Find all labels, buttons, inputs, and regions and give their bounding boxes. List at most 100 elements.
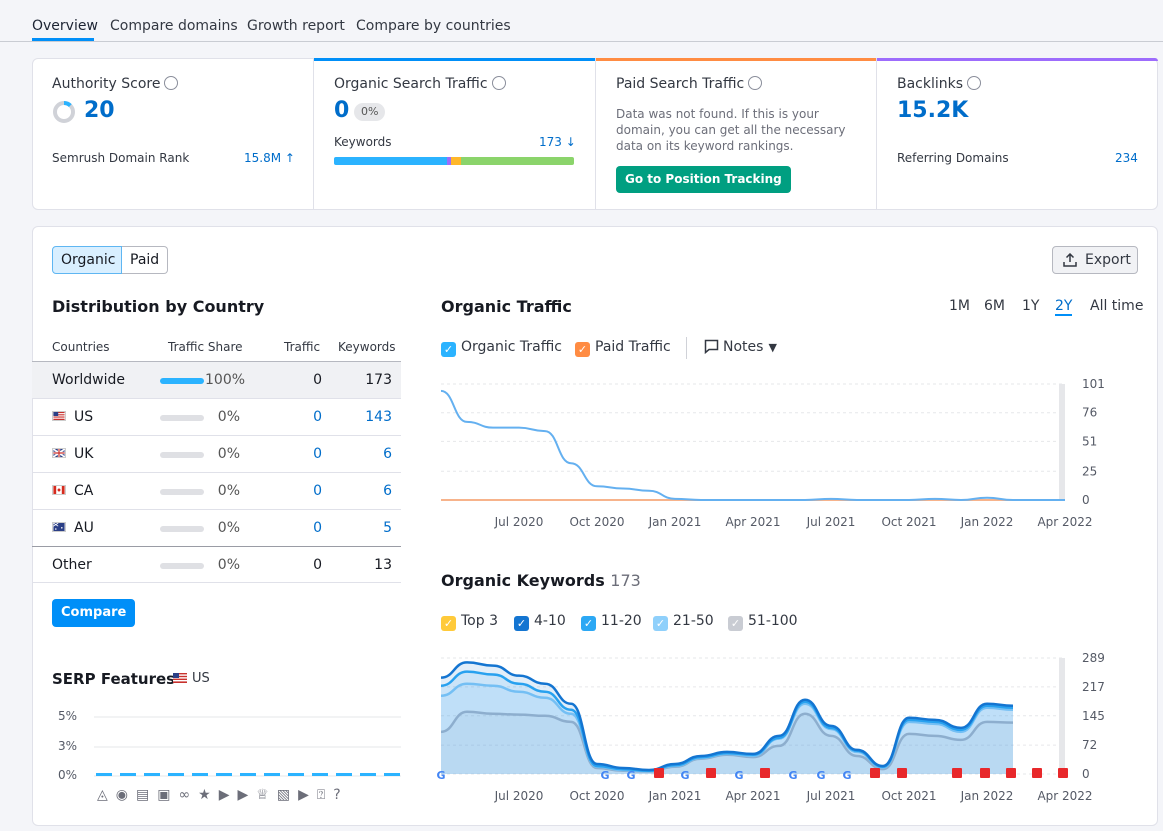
- organic-keywords-chart: 289 217 145 72 0 Jul 2020 Oct 2020 Jan 2021 Apr …: [436, 651, 1105, 803]
- table-row-worldwide[interactable]: Worldwide 100% 0 173: [32, 361, 401, 398]
- period-2y[interactable]: 2Y: [1055, 298, 1073, 316]
- traffic-share-value: 0%: [217, 409, 240, 425]
- keywords-value[interactable]: 6: [383, 446, 392, 462]
- featured-video-icon[interactable]: ▶: [298, 787, 317, 803]
- faq-icon[interactable]: ⍰: [316, 787, 334, 803]
- referring-domains-value[interactable]: 234: [1115, 151, 1138, 165]
- x-tick-label: Oct 2020: [569, 515, 624, 529]
- keywords-value[interactable]: 6: [383, 483, 392, 499]
- table-row-au[interactable]: AU 0% 0 5: [32, 509, 401, 546]
- legend-21-50[interactable]: ✓ 21-50: [653, 613, 714, 631]
- col-traffic[interactable]: Traffic: [284, 340, 321, 354]
- serp-ytick: 0%: [58, 768, 78, 782]
- x-tick-label: Apr 2022: [1037, 515, 1092, 529]
- legend-51-100[interactable]: ✓ 51-100: [728, 613, 798, 631]
- x-tick-label: Jul 2020: [494, 515, 544, 529]
- legend-top-3[interactable]: ✓ Top 3: [441, 613, 498, 631]
- traffic-value[interactable]: 0: [313, 520, 322, 536]
- period-1y[interactable]: 1Y: [1022, 298, 1040, 314]
- traffic-share-value: 0%: [217, 557, 240, 573]
- info-icon[interactable]: [491, 76, 506, 90]
- compare-button[interactable]: Compare: [52, 599, 136, 627]
- reviews-icon[interactable]: ▤: [136, 787, 158, 803]
- traffic-share-value: 0%: [217, 446, 240, 462]
- paid-traffic-title: Paid Search Traffic: [616, 76, 763, 92]
- sitelinks-icon[interactable]: ∞: [178, 787, 199, 803]
- note-flag-icon: [1032, 768, 1042, 778]
- paid-no-data-message: Data was not found. If this is your doma…: [616, 107, 846, 153]
- traffic-value[interactable]: 0: [313, 409, 322, 425]
- legend-11-20[interactable]: ✓ 11-20: [581, 613, 642, 631]
- top-tabs: Overview Compare domains Growth report C…: [0, 0, 1163, 42]
- backlinks-value[interactable]: 15.2K: [897, 98, 969, 123]
- video-icon[interactable]: ▶: [218, 787, 238, 803]
- x-tick-label: Apr 2021: [725, 789, 780, 803]
- google-update-icon: G: [788, 769, 797, 782]
- col-keywords[interactable]: Keywords: [338, 340, 396, 354]
- notes-dropdown[interactable]: Notes ▼: [704, 339, 777, 355]
- google-update-icon: G: [600, 769, 609, 782]
- distribution-title: Distribution by Country: [52, 297, 265, 316]
- featured-snippet-icon[interactable]: ★: [198, 787, 219, 803]
- export-button[interactable]: Export: [1052, 246, 1138, 274]
- period-6m[interactable]: 6M: [984, 298, 1005, 314]
- series-area-51-100: [441, 711, 1013, 774]
- x-tick-label: Oct 2020: [569, 789, 624, 803]
- go-to-position-tracking-button[interactable]: Go to Position Tracking: [616, 166, 791, 193]
- tab-active-underline: [32, 38, 94, 41]
- keywords-value[interactable]: 143: [365, 409, 392, 425]
- knowledge-panel-icon[interactable]: ◬: [97, 787, 116, 803]
- tab-compare-domains[interactable]: Compare domains: [110, 18, 238, 34]
- traffic-value: 0: [313, 557, 322, 573]
- info-icon[interactable]: [748, 76, 763, 90]
- chart-edge: [1059, 658, 1065, 774]
- tab-compare-by-countries[interactable]: Compare by countries: [356, 18, 511, 34]
- keywords-value[interactable]: 5: [383, 520, 392, 536]
- info-icon[interactable]: [967, 76, 982, 90]
- google-update-icon: G: [436, 769, 445, 782]
- y-tick-label: 217: [1082, 680, 1105, 694]
- organic-traffic-value[interactable]: 0: [334, 98, 350, 123]
- local-pack-icon[interactable]: ◉: [115, 787, 136, 803]
- legend-paid-traffic[interactable]: ✓ Paid Traffic: [575, 339, 671, 357]
- traffic-share-bar: [160, 526, 204, 532]
- chart-edge: [1059, 384, 1065, 500]
- period-1m[interactable]: 1M: [949, 298, 970, 314]
- series-line-4-10: [440, 661, 1014, 772]
- organic-traffic-chart-title: Organic Traffic: [441, 297, 572, 316]
- country-name: CA: [74, 483, 94, 499]
- export-icon: [1063, 253, 1077, 267]
- legend-4-10[interactable]: ✓ 4-10: [514, 613, 566, 631]
- domain-rank-value[interactable]: 15.8M ↑: [244, 151, 295, 165]
- period-all-time[interactable]: All time: [1090, 298, 1144, 314]
- y-tick-label: 0: [1082, 767, 1090, 781]
- top-stories-icon[interactable]: ♕: [256, 787, 277, 803]
- traffic-value[interactable]: 0: [313, 446, 322, 462]
- traffic-value[interactable]: 0: [313, 483, 322, 499]
- tab-growth-report[interactable]: Growth report: [247, 18, 345, 34]
- video-carousel-icon[interactable]: ▶: [237, 787, 257, 803]
- table-row-ca[interactable]: CA 0% 0 6: [32, 472, 401, 509]
- image-pack-icon[interactable]: ▣: [157, 787, 179, 803]
- people-also-ask-icon[interactable]: ?: [333, 787, 349, 803]
- table-row-other: Other 0% 0 13: [32, 546, 401, 583]
- image-icon[interactable]: ▧: [276, 787, 299, 803]
- us-flag-icon: [52, 411, 66, 421]
- organic-toggle[interactable]: Organic: [52, 246, 122, 274]
- paid-toggle[interactable]: Paid: [122, 246, 168, 274]
- serp-features-chart: [94, 716, 401, 777]
- google-update-icon: G: [816, 769, 825, 782]
- y-tick-label: 25: [1082, 464, 1097, 478]
- x-tick-label: Jan 2022: [960, 789, 1014, 803]
- x-tick-label: Apr 2022: [1037, 789, 1092, 803]
- table-row-uk[interactable]: UK 0% 0 6: [32, 435, 401, 472]
- domain-rank-label: Semrush Domain Rank: [52, 151, 190, 165]
- paid-card-accent: [596, 58, 876, 61]
- note-flag-icon: [897, 768, 907, 778]
- col-traffic-share[interactable]: Traffic Share: [168, 340, 243, 354]
- info-icon[interactable]: [164, 76, 179, 90]
- keywords-value[interactable]: 173 ↓: [539, 135, 576, 149]
- legend-organic-traffic[interactable]: ✓ Organic Traffic: [441, 339, 562, 357]
- table-row-us[interactable]: US 0% 0 143: [32, 398, 401, 435]
- tab-overview[interactable]: Overview: [32, 18, 98, 34]
